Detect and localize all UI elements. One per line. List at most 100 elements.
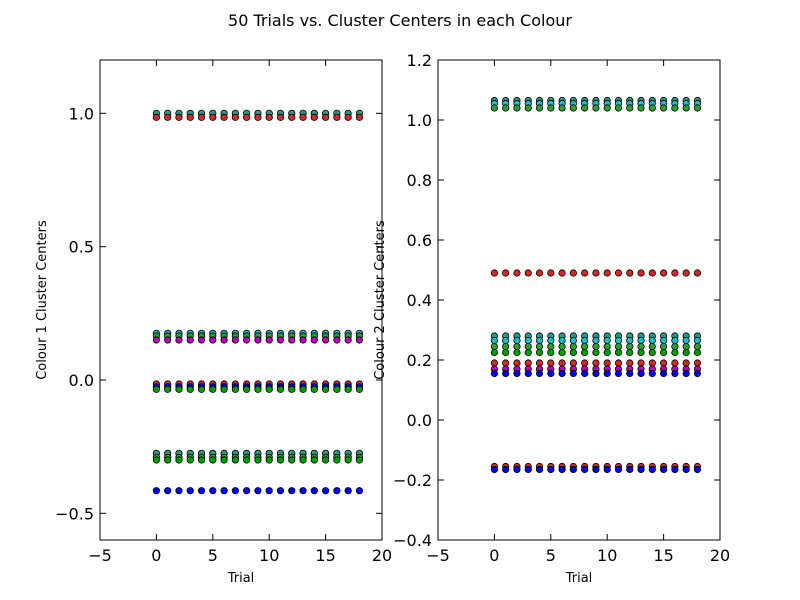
data-point (659, 104, 668, 112)
data-point (693, 369, 702, 378)
data-point (592, 465, 600, 474)
data-point (490, 104, 498, 112)
data-point (513, 342, 521, 351)
subplot-1-ytick-label: 1.0 (69, 104, 94, 123)
data-point (344, 385, 352, 393)
data-point (603, 269, 611, 277)
data-point (310, 385, 318, 393)
data-point (659, 465, 668, 474)
data-point (558, 465, 566, 474)
data-point (209, 487, 217, 495)
data-point (637, 336, 645, 345)
data-point (535, 348, 544, 357)
data-point (581, 269, 589, 277)
data-point (524, 369, 532, 378)
data-point (547, 465, 555, 474)
data-point (164, 385, 172, 393)
data-point (175, 487, 183, 495)
data-point (524, 359, 532, 367)
data-point (310, 456, 318, 464)
data-point (276, 487, 285, 495)
data-point (592, 342, 600, 351)
data-point (626, 369, 634, 378)
figure-title: 50 Trials vs. Cluster Centers in each Co… (228, 11, 572, 30)
subplot-2-points (490, 96, 702, 474)
subplot-2-xtick-label: 20 (710, 546, 730, 565)
data-point (197, 336, 206, 344)
data-point (535, 269, 544, 277)
data-point (231, 487, 239, 495)
data-point (693, 269, 702, 277)
subplot-2-xlabel: Trial (565, 571, 593, 586)
data-point (355, 336, 364, 344)
data-point (648, 465, 656, 474)
data-point (693, 104, 702, 112)
data-point (648, 369, 656, 378)
data-point (581, 336, 589, 345)
data-point (344, 113, 352, 121)
data-point (288, 487, 296, 495)
subplot-2-ytick-label: 0.8 (407, 171, 432, 190)
data-point (333, 487, 341, 495)
data-point (569, 336, 577, 345)
data-point (502, 342, 510, 351)
data-point (175, 456, 183, 464)
data-point (209, 336, 217, 344)
subplot-1-xlabel: Trial (227, 571, 255, 586)
data-point (637, 342, 645, 351)
data-point (197, 487, 206, 495)
data-point (220, 113, 228, 121)
data-point (535, 104, 544, 112)
subplot-2-series-6 (490, 336, 702, 345)
data-point (524, 269, 532, 277)
data-point (626, 269, 634, 277)
subplot-1-xtick-label: 20 (372, 546, 392, 565)
data-point (321, 456, 330, 464)
data-point (276, 385, 285, 393)
subplot-colour-2: −5 0 5 10 15 20−0.4−0.20.00.20.40.60.81.01.2 … (373, 51, 730, 586)
subplot-2-ytick-label: 0.4 (407, 291, 432, 310)
data-point (603, 342, 611, 351)
data-point (333, 385, 341, 393)
data-point (659, 269, 668, 277)
data-point (164, 336, 172, 344)
data-point (299, 113, 307, 121)
data-point (502, 104, 510, 112)
subplot-2-ticks: −5 0 5 10 15 20 −0.4 −0.2 0.0 0.2 0.4 0.6 0.8 1.0 1.2 (393, 51, 730, 565)
data-point (693, 336, 702, 345)
data-point (513, 369, 521, 378)
data-point (535, 342, 544, 351)
data-point (682, 104, 690, 112)
subplot-2-ytick-label: 0.6 (407, 231, 432, 250)
data-point (265, 487, 273, 495)
data-point (186, 487, 194, 495)
subplot-2-ytick-label: −0.2 (393, 471, 432, 490)
data-point (186, 385, 194, 393)
subplot-1-series-12 (152, 487, 364, 495)
data-point (614, 348, 623, 357)
subplot-2-ytick-label: 0.0 (407, 411, 432, 430)
data-point (513, 336, 521, 345)
data-point (321, 487, 330, 495)
data-point (502, 359, 510, 367)
data-point (569, 342, 577, 351)
data-point (671, 359, 679, 367)
data-point (614, 342, 623, 351)
data-point (220, 385, 228, 393)
data-point (581, 104, 589, 112)
data-point (614, 336, 623, 345)
data-point (513, 359, 521, 367)
subplot-2-ytick-label: 1.2 (407, 51, 432, 70)
data-point (524, 465, 532, 474)
data-point (231, 113, 239, 121)
data-point (209, 456, 217, 464)
data-point (490, 369, 498, 378)
data-point (603, 104, 611, 112)
data-point (265, 336, 273, 344)
data-point (175, 336, 183, 344)
data-point (513, 465, 521, 474)
subplot-2-series-3 (490, 104, 702, 112)
data-point (558, 369, 566, 378)
data-point (490, 269, 498, 277)
